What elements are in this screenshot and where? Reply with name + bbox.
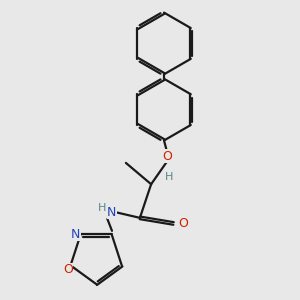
Text: O: O <box>162 150 172 163</box>
Text: H: H <box>165 172 173 182</box>
Text: O: O <box>179 217 189 230</box>
Text: O: O <box>63 263 73 276</box>
Text: H: H <box>98 203 106 213</box>
Text: N: N <box>71 228 80 241</box>
Text: N: N <box>107 206 117 219</box>
